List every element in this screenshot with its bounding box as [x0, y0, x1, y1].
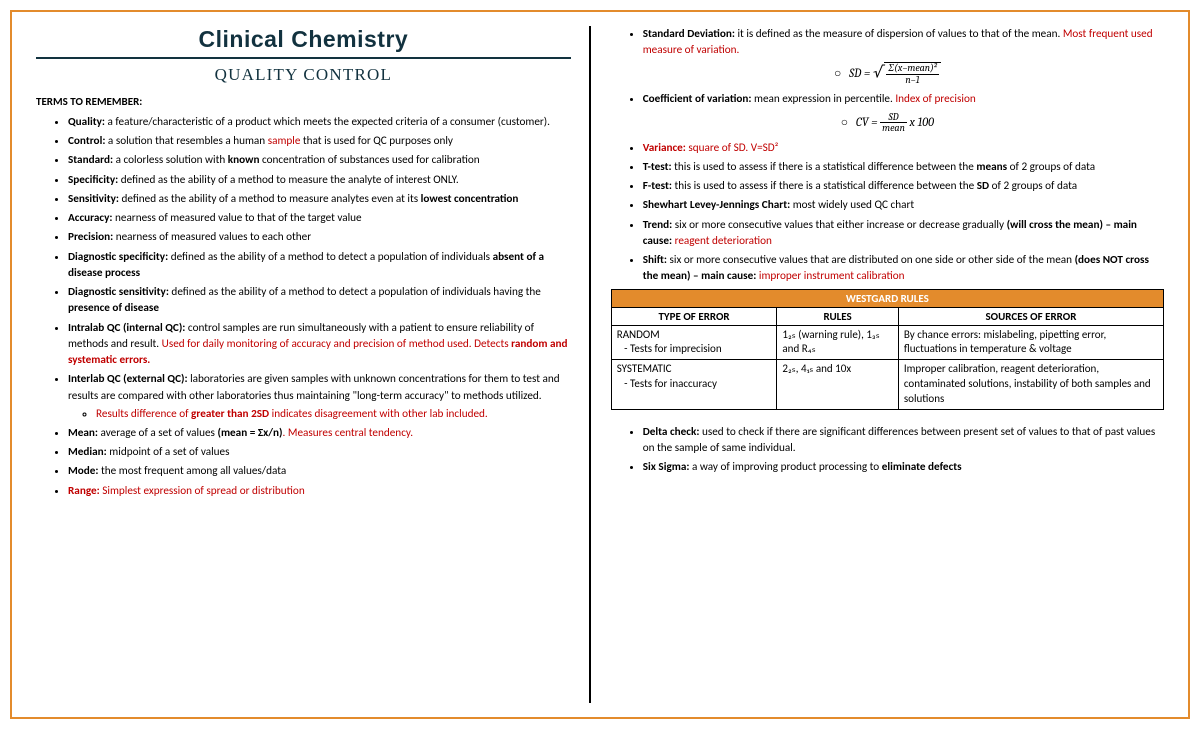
- term-intralab: Intralab QC (internal QC): control sampl…: [68, 320, 571, 369]
- table-row: RANDOM - Tests for imprecision 1₂ₛ (warn…: [611, 325, 1163, 360]
- term-diag-sensitivity: Diagnostic sensitivity: defined as the a…: [68, 284, 571, 316]
- westgard-table: WESTGARD RULES TYPE OF ERROR RULES SOURC…: [611, 289, 1164, 410]
- term-accuracy: Accuracy: nearness of measured value to …: [68, 210, 571, 226]
- term-delta: Delta check: used to check if there are …: [643, 424, 1164, 456]
- term-precision: Precision: nearness of measured values t…: [68, 229, 571, 245]
- left-column: Clinical Chemistry QUALITY CONTROL TERMS…: [36, 26, 589, 703]
- term-ftest: F-test: this is used to assess if there …: [643, 178, 1164, 194]
- right-term-list-3: Variance: square of SD. V=SD² T-test: th…: [611, 140, 1164, 285]
- columns: Clinical Chemistry QUALITY CONTROL TERMS…: [36, 26, 1164, 703]
- sd-formula: ○ SD = √Σ(x−mean)²n−1: [611, 62, 1164, 85]
- westgard-col-sources: SOURCES OF ERROR: [898, 307, 1163, 325]
- term-specificity: Specificity: defined as the ability of a…: [68, 172, 571, 188]
- term-lj-chart: Shewhart Levey-Jennings Chart: most wide…: [643, 197, 1164, 213]
- term-sensitivity: Sensitivity: defined as the ability of a…: [68, 191, 571, 207]
- interlab-sub: Results difference of greater than 2SD i…: [68, 406, 571, 422]
- right-term-list-4: Delta check: used to check if there are …: [611, 424, 1164, 476]
- term-variance: Variance: square of SD. V=SD²: [643, 140, 1164, 156]
- page-title: Clinical Chemistry: [36, 26, 571, 59]
- right-term-list-2: Coefficient of variation: mean expressio…: [611, 91, 1164, 107]
- term-shift: Shift: six or more consecutive values th…: [643, 252, 1164, 284]
- term-standard: Standard: a colorless solution with know…: [68, 152, 571, 168]
- term-median: Median: midpoint of a set of values: [68, 444, 571, 460]
- left-term-list: Quality: a feature/characteristic of a p…: [36, 114, 571, 499]
- terms-header: TERMS TO REMEMBER:: [36, 95, 571, 108]
- term-sd: Standard Deviation: it is defined as the…: [643, 26, 1164, 58]
- column-divider: [589, 26, 591, 703]
- term-range: Range: Simplest expression of spread or …: [68, 483, 571, 499]
- term-mean: Mean: average of a set of values (mean =…: [68, 425, 571, 441]
- westgard-title: WESTGARD RULES: [611, 289, 1163, 307]
- page-subtitle: QUALITY CONTROL: [36, 65, 571, 85]
- term-interlab: Interlab QC (external QC): laboratories …: [68, 371, 571, 422]
- right-column: Standard Deviation: it is defined as the…: [589, 26, 1164, 703]
- term-diag-specificity: Diagnostic specificity: defined as the a…: [68, 249, 571, 281]
- interlab-sub-item: Results difference of greater than 2SD i…: [96, 406, 571, 422]
- term-six-sigma: Six Sigma: a way of improving product pr…: [643, 459, 1164, 475]
- westgard-col-rules: RULES: [777, 307, 898, 325]
- term-mode: Mode: the most frequent among all values…: [68, 463, 571, 479]
- term-control: Control: a solution that resembles a hum…: [68, 133, 571, 149]
- term-trend: Trend: six or more consecutive values th…: [643, 217, 1164, 249]
- westgard-col-type: TYPE OF ERROR: [611, 307, 777, 325]
- table-row: SYSTEMATIC - Tests for inaccuracy 2₂ₛ, 4…: [611, 360, 1163, 410]
- cv-formula: ○ CV = SDmean x 100: [611, 112, 1164, 134]
- term-quality: Quality: a feature/characteristic of a p…: [68, 114, 571, 130]
- term-cv: Coefficient of variation: mean expressio…: [643, 91, 1164, 107]
- page-frame: Clinical Chemistry QUALITY CONTROL TERMS…: [10, 10, 1190, 719]
- term-ttest: T-test: this is used to assess if there …: [643, 159, 1164, 175]
- right-term-list-1: Standard Deviation: it is defined as the…: [611, 26, 1164, 58]
